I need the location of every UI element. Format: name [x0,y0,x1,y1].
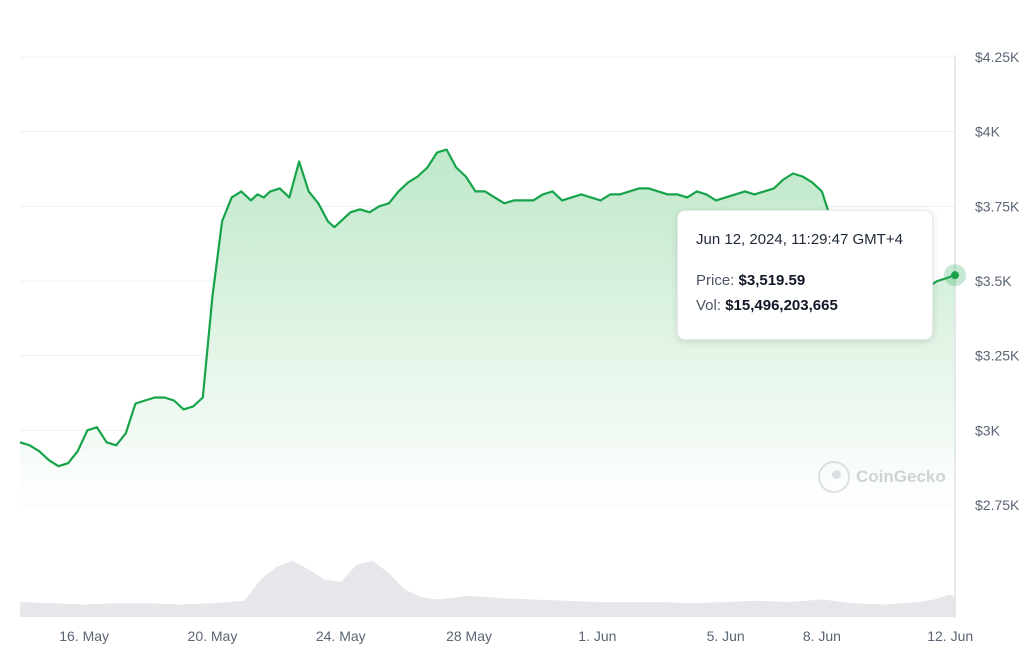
y-tick-label: $4.25K [975,49,1020,65]
x-tick-label: 8. Jun [803,628,841,644]
x-tick-label: 28 May [446,628,492,644]
coingecko-watermark: CoinGecko [818,461,946,493]
x-tick-label: 24. May [316,628,366,644]
volume-area-shape [20,560,955,617]
y-tick-label: $4K [975,124,1001,140]
x-tick-label: 5. Jun [707,628,745,644]
volume-area [20,560,955,617]
tooltip-price-value: $3,519.59 [738,272,806,289]
watermark-text: CoinGecko [856,467,946,486]
price-tooltip: Jun 12, 2024, 11:29:47 GMT+4 Price: $3,5… [677,210,933,340]
hover-marker [944,264,966,287]
tooltip-volume-value: $15,496,203,665 [725,297,838,314]
tooltip-price-row: Price: $3,519.59 [696,272,914,289]
y-tick-label: $3.75K [975,198,1020,214]
y-tick-label: $3.5K [975,273,1012,289]
gecko-logo-icon [818,461,850,493]
x-tick-label: 16. May [59,628,109,644]
y-axis: $4.25K $4K $3.75K $3.5K $3.25K $3K $2.75K [975,49,1020,513]
hover-marker-dot [951,271,959,280]
y-tick-label: $3.25K [975,348,1020,364]
x-tick-label: 20. May [188,628,238,644]
price-line [19,148,956,468]
tooltip-price-label: Price: [696,272,735,289]
tooltip-date: Jun 12, 2024, 11:29:47 GMT+4 [696,231,903,248]
y-tick-label: $3K [975,422,1001,438]
tooltip-volume-row: Vol: $15,496,203,665 [696,297,914,314]
x-axis: 16. May 20. May 24. May 28 May 1. Jun 5. Jun 8… [59,628,973,644]
x-tick-label: 1. Jun [578,628,616,644]
tooltip-volume-label: Vol: [696,297,722,314]
y-tick-label: $2.75K [975,497,1020,513]
x-tick-label: 12. Jun [927,628,973,644]
